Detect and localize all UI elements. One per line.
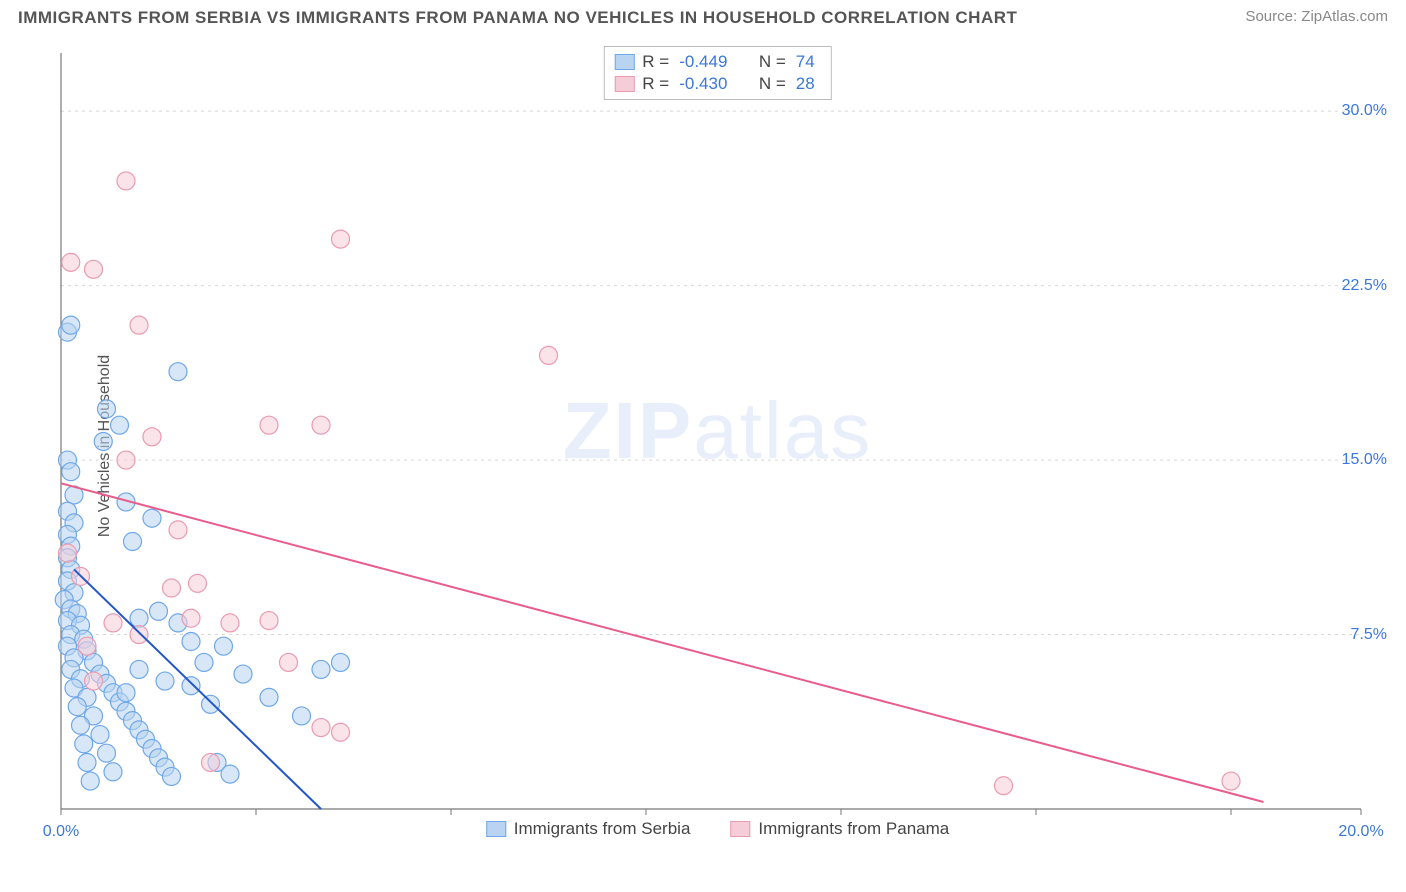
x-tick-label: 20.0% [1338,823,1383,841]
legend-stat-row: R = -0.430 N = 28 [614,73,820,95]
legend-series-label: Immigrants from Panama [758,819,949,839]
stat-r-value: -0.449 [679,52,727,72]
legend-stats: R = -0.449 N = 74 R = -0.430 N = 28 [603,46,831,100]
y-tick-label: 30.0% [1342,102,1387,120]
stat-r-value: -0.430 [679,74,727,94]
legend-series: Immigrants from Serbia Immigrants from Pa… [486,819,950,839]
stat-n-label: N = [759,52,786,72]
y-tick-label: 15.0% [1342,451,1387,469]
stat-n-value: 74 [796,52,815,72]
legend-series-item: Immigrants from Serbia [486,819,691,839]
legend-swatch [614,76,634,92]
legend-swatch [486,821,506,837]
stat-n-value: 28 [796,74,815,94]
legend-swatch [614,54,634,70]
y-tick-label: 7.5% [1351,626,1387,644]
legend-series-label: Immigrants from Serbia [514,819,691,839]
stat-n-label: N = [759,74,786,94]
legend-stat-row: R = -0.449 N = 74 [614,51,820,73]
scatter-plot [50,45,1385,835]
y-tick-label: 22.5% [1342,277,1387,295]
chart-area: ZIPatlas R =-0.449 N =74R =-0.430 N =28 … [50,45,1385,835]
stat-r-label: R = [642,52,669,72]
legend-swatch [730,821,750,837]
stat-r-label: R = [642,74,669,94]
source-label: Source: ZipAtlas.com [1245,8,1388,25]
legend-series-item: Immigrants from Panama [730,819,949,839]
x-tick-label: 0.0% [43,823,79,841]
page-title: IMMIGRANTS FROM SERBIA VS IMMIGRANTS FRO… [18,8,1017,28]
